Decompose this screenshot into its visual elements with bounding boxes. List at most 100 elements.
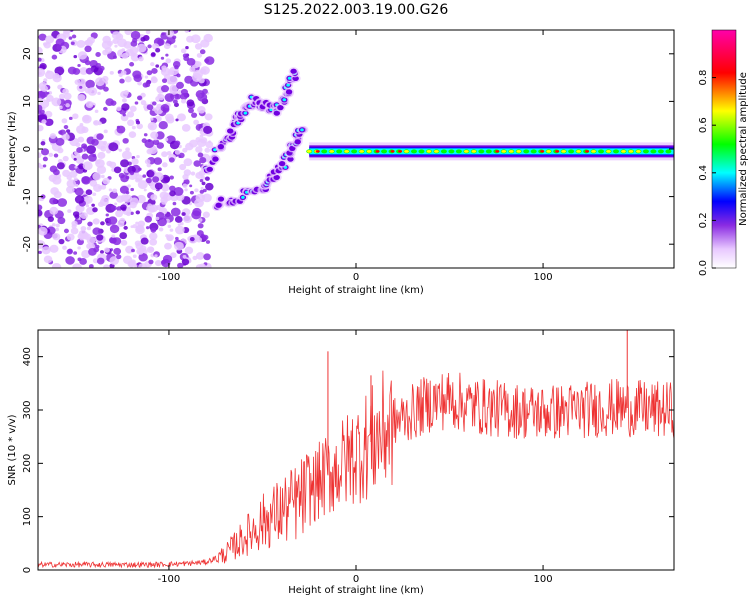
noise-blob bbox=[193, 160, 201, 167]
spectrogram-y-label: Frequency (Hz) bbox=[7, 111, 18, 187]
noise-blob bbox=[63, 30, 71, 35]
noise-blob bbox=[49, 244, 59, 253]
noise-blob bbox=[123, 225, 128, 230]
noise-blob bbox=[51, 263, 62, 268]
carrier-core bbox=[321, 149, 328, 154]
noise-blob bbox=[39, 90, 48, 98]
noise-blob bbox=[169, 175, 174, 180]
noise-blob bbox=[55, 227, 60, 232]
noise-blob bbox=[150, 194, 158, 201]
noise-blob bbox=[121, 48, 126, 52]
noise-blob bbox=[114, 44, 118, 48]
noise-blob bbox=[96, 133, 104, 140]
noise-blob bbox=[73, 157, 77, 161]
noise-blob bbox=[203, 125, 213, 135]
noise-blob bbox=[120, 204, 127, 211]
noise-blob bbox=[125, 48, 134, 57]
carrier-peak bbox=[359, 149, 365, 153]
noise-blob bbox=[81, 143, 88, 149]
noise-blob bbox=[145, 226, 150, 230]
noise-blob bbox=[199, 157, 207, 164]
noise-blob bbox=[184, 30, 189, 33]
noise-blob bbox=[160, 56, 165, 60]
noise-blob bbox=[118, 148, 123, 152]
noise-blob bbox=[109, 71, 114, 75]
noise-blob bbox=[109, 191, 118, 199]
noise-blob bbox=[145, 82, 151, 88]
noise-blob bbox=[62, 133, 70, 141]
noise-blob bbox=[194, 188, 199, 193]
noise-blob bbox=[165, 113, 174, 122]
noise-blob bbox=[167, 75, 178, 85]
noise-blob bbox=[156, 142, 165, 149]
noise-blob bbox=[195, 146, 203, 153]
noise-blob bbox=[152, 176, 160, 183]
noise-blob bbox=[188, 107, 194, 114]
noise-blob bbox=[196, 53, 203, 58]
noise-blob bbox=[85, 204, 90, 208]
noise-blob bbox=[169, 190, 176, 197]
noise-blob bbox=[185, 46, 189, 50]
noise-blob bbox=[127, 206, 131, 210]
noise-blob bbox=[109, 256, 120, 265]
noise-blob bbox=[72, 263, 82, 268]
noise-blob bbox=[85, 79, 95, 89]
noise-blob bbox=[180, 98, 187, 104]
noise-blob bbox=[160, 85, 170, 93]
noise-blob bbox=[176, 81, 184, 89]
noise-blob bbox=[108, 142, 119, 152]
snr-y-tick-label: 0 bbox=[22, 567, 33, 573]
noise-blob bbox=[192, 255, 198, 261]
carrier-peak bbox=[606, 149, 611, 153]
noise-blob bbox=[49, 206, 59, 215]
carrier-core bbox=[455, 149, 462, 154]
noise-blob bbox=[68, 36, 73, 40]
noise-blob bbox=[117, 38, 127, 48]
noise-blob bbox=[169, 185, 176, 192]
noise-blob bbox=[144, 215, 153, 223]
noise-blob bbox=[105, 98, 114, 106]
noise-blob bbox=[129, 171, 135, 176]
noise-blob bbox=[72, 211, 80, 217]
noise-blob bbox=[170, 207, 181, 217]
noise-blob bbox=[202, 188, 207, 193]
noise-blob bbox=[63, 228, 69, 234]
noise-blob bbox=[149, 238, 158, 246]
noise-blob bbox=[184, 246, 194, 255]
noise-blob bbox=[150, 62, 155, 67]
noise-blob bbox=[164, 242, 172, 250]
noise-blob bbox=[174, 65, 179, 70]
noise-blob bbox=[92, 227, 102, 236]
noise-blob bbox=[95, 158, 105, 168]
noise-blob bbox=[40, 194, 46, 199]
noise-blob bbox=[195, 252, 205, 260]
noise-blob bbox=[150, 227, 157, 233]
noise-blob bbox=[74, 79, 81, 85]
noise-blob bbox=[182, 53, 188, 59]
noise-blob bbox=[155, 131, 165, 140]
carrier-peak bbox=[636, 149, 641, 153]
noise-blob bbox=[199, 178, 204, 183]
noise-blob bbox=[55, 223, 60, 228]
noise-blob bbox=[38, 71, 42, 76]
carrier-max bbox=[375, 150, 380, 153]
noise-blob bbox=[181, 212, 186, 216]
noise-blob bbox=[69, 170, 78, 178]
noise-blob bbox=[112, 237, 122, 246]
noise-blob bbox=[51, 54, 58, 60]
noise-blob bbox=[120, 70, 127, 76]
noise-blob bbox=[134, 177, 141, 183]
noise-blob bbox=[81, 176, 90, 184]
noise-blob bbox=[116, 125, 126, 134]
noise-blob bbox=[125, 191, 130, 195]
noise-blob bbox=[157, 217, 167, 227]
noise-blob bbox=[80, 225, 87, 232]
noise-blob bbox=[193, 119, 200, 125]
noise-blob bbox=[130, 211, 134, 216]
noise-blob bbox=[182, 254, 187, 259]
noise-blob bbox=[197, 105, 206, 114]
colorbar-label: Normalized spectral amplitude bbox=[738, 72, 749, 226]
noise-blob bbox=[103, 106, 108, 112]
noise-blob bbox=[175, 236, 179, 241]
noise-blob bbox=[38, 104, 43, 112]
